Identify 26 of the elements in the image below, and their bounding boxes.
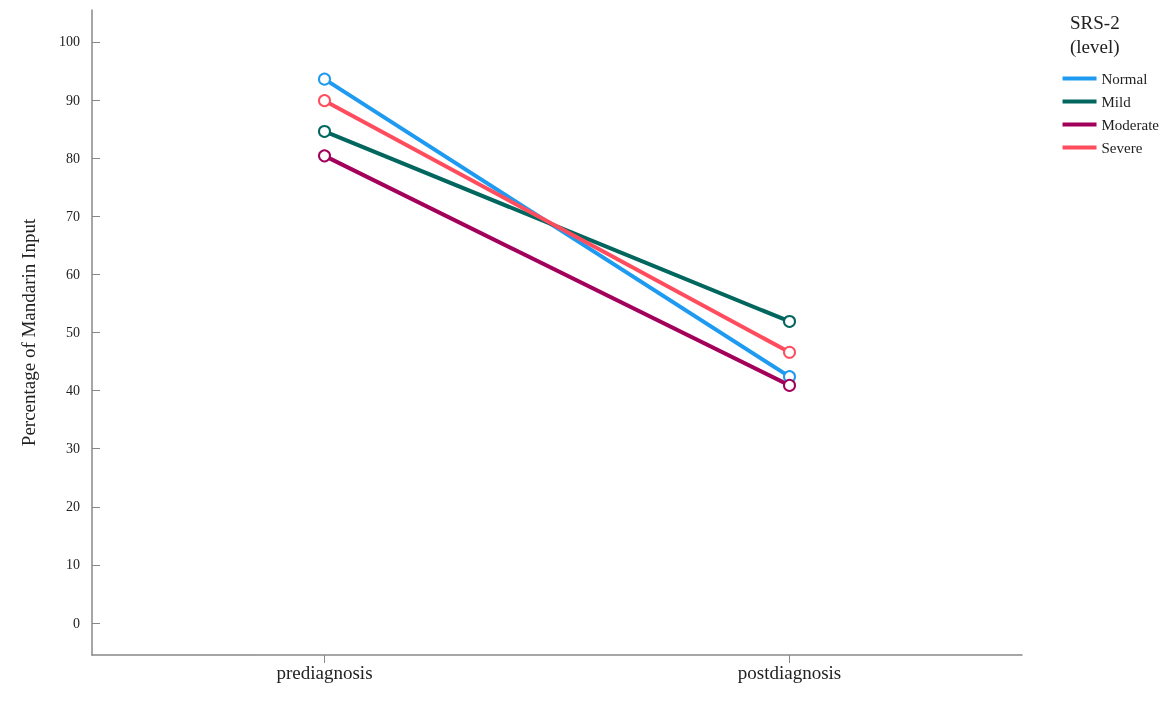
legend-label: Moderate (1101, 116, 1160, 133)
y-tick-label: 100 (59, 34, 80, 50)
y-tick-label: 30 (66, 441, 80, 457)
y-tick-label: 20 (66, 499, 80, 515)
legend-title: SRS-2 (level) (1070, 11, 1125, 58)
y-tick-label: 50 (66, 325, 80, 340)
point (783, 314, 796, 328)
x-tick-label: prediagnosis (276, 662, 373, 683)
point (318, 94, 331, 108)
legend-label: Severe (1101, 139, 1143, 156)
point (318, 72, 331, 86)
y-tick-label: 70 (66, 208, 80, 224)
y-tick-label: 0 (73, 615, 80, 631)
point (318, 124, 331, 138)
y-tick-label: 60 (66, 266, 80, 282)
y-tick-label: 10 (66, 557, 80, 573)
legend-label: Normal (1101, 70, 1148, 87)
point (318, 149, 331, 163)
point (783, 345, 796, 359)
y-tick-label: 80 (66, 150, 80, 166)
legend-label: Mild (1101, 93, 1132, 110)
y-tick-label: 90 (66, 92, 80, 108)
point (783, 378, 796, 392)
y-tick-label: 40 (66, 383, 80, 399)
x-tick-label: postdiagnosis (737, 662, 842, 683)
y-axis-title: Percentage of Mandarin Input (18, 218, 39, 447)
